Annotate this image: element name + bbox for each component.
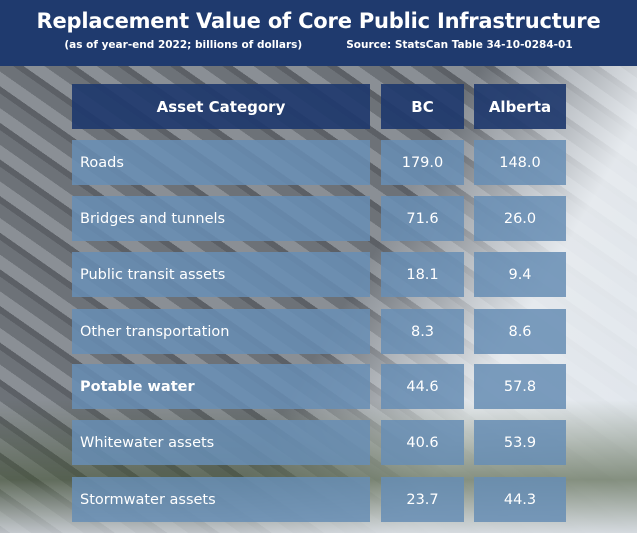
alberta-value-cell: 8.6 [474, 309, 566, 354]
subtitle: (as of year-end 2022; billions of dollar… [64, 39, 303, 51]
alberta-value-cell: 57.8 [474, 364, 566, 409]
alberta-value-cell: 53.9 [474, 420, 566, 465]
bc-value-cell: 8.3 [381, 309, 464, 354]
alberta-value-cell: 148.0 [474, 140, 566, 185]
category-cell: Stormwater assets [72, 477, 370, 522]
category-cell: Roads [72, 140, 370, 185]
column-header-alberta: Alberta [474, 84, 566, 129]
bc-value-cell: 71.6 [381, 196, 464, 241]
bc-value-cell: 23.7 [381, 477, 464, 522]
alberta-value-cell: 44.3 [474, 477, 566, 522]
category-cell: Other transportation [72, 309, 370, 354]
page-title: Replacement Value of Core Public Infrast… [36, 9, 601, 33]
category-cell: Bridges and tunnels [72, 196, 370, 241]
category-cell: Public transit assets [72, 252, 370, 297]
category-cell: Potable water [72, 364, 370, 409]
alberta-value-cell: 26.0 [474, 196, 566, 241]
source-note: Source: StatsCan Table 34-10-0284-01 [346, 39, 573, 51]
bc-value-cell: 179.0 [381, 140, 464, 185]
category-cell: Whitewater assets [72, 420, 370, 465]
bc-value-cell: 40.6 [381, 420, 464, 465]
title-banner: Replacement Value of Core Public Infrast… [0, 0, 637, 66]
column-header-bc: BC [381, 84, 464, 129]
bc-value-cell: 44.6 [381, 364, 464, 409]
column-header-category: Asset Category [72, 84, 370, 129]
alberta-value-cell: 9.4 [474, 252, 566, 297]
bc-value-cell: 18.1 [381, 252, 464, 297]
